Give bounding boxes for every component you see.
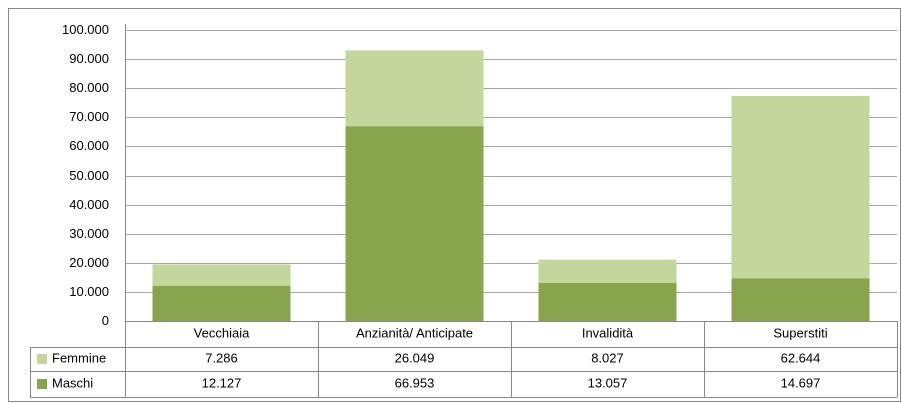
x-tick-label: Anzianità/ Anticipate	[356, 325, 473, 340]
y-tick-label: 30.000	[69, 226, 109, 241]
bar	[152, 285, 291, 321]
y-tick-label: 40.000	[69, 197, 109, 212]
table-value: 8.027	[591, 350, 624, 365]
legend-swatch	[37, 354, 47, 364]
bar	[731, 278, 870, 321]
bar	[538, 283, 677, 321]
x-tick-label: Vecchiaia	[194, 325, 250, 340]
y-tick-label: 100.000	[62, 22, 109, 37]
bar	[152, 264, 291, 286]
bar	[538, 259, 677, 284]
y-tick-label: 90.000	[69, 51, 109, 66]
table-value: 26.049	[395, 350, 435, 365]
legend-label: Maschi	[52, 375, 93, 390]
table-value: 7.286	[205, 350, 238, 365]
table-value: 66.953	[395, 375, 435, 390]
y-tick-label: 0	[102, 313, 109, 328]
y-tick-label: 80.000	[69, 80, 109, 95]
table-value: 14.697	[781, 375, 821, 390]
bar	[731, 95, 870, 279]
x-tick-label: Superstiti	[773, 325, 827, 340]
y-tick-label: 10.000	[69, 284, 109, 299]
x-tick-label: Invalidità	[582, 325, 634, 340]
legend-label: Femmine	[52, 350, 106, 365]
y-tick-label: 50.000	[69, 168, 109, 183]
y-tick-label: 70.000	[69, 109, 109, 124]
legend-swatch	[37, 379, 47, 389]
y-tick-label: 20.000	[69, 255, 109, 270]
bar	[345, 126, 484, 321]
table-value: 13.057	[588, 375, 628, 390]
y-tick-label: 60.000	[69, 138, 109, 153]
bar	[345, 50, 484, 127]
table-value: 62.644	[781, 350, 821, 365]
table-value: 12.127	[202, 375, 242, 390]
